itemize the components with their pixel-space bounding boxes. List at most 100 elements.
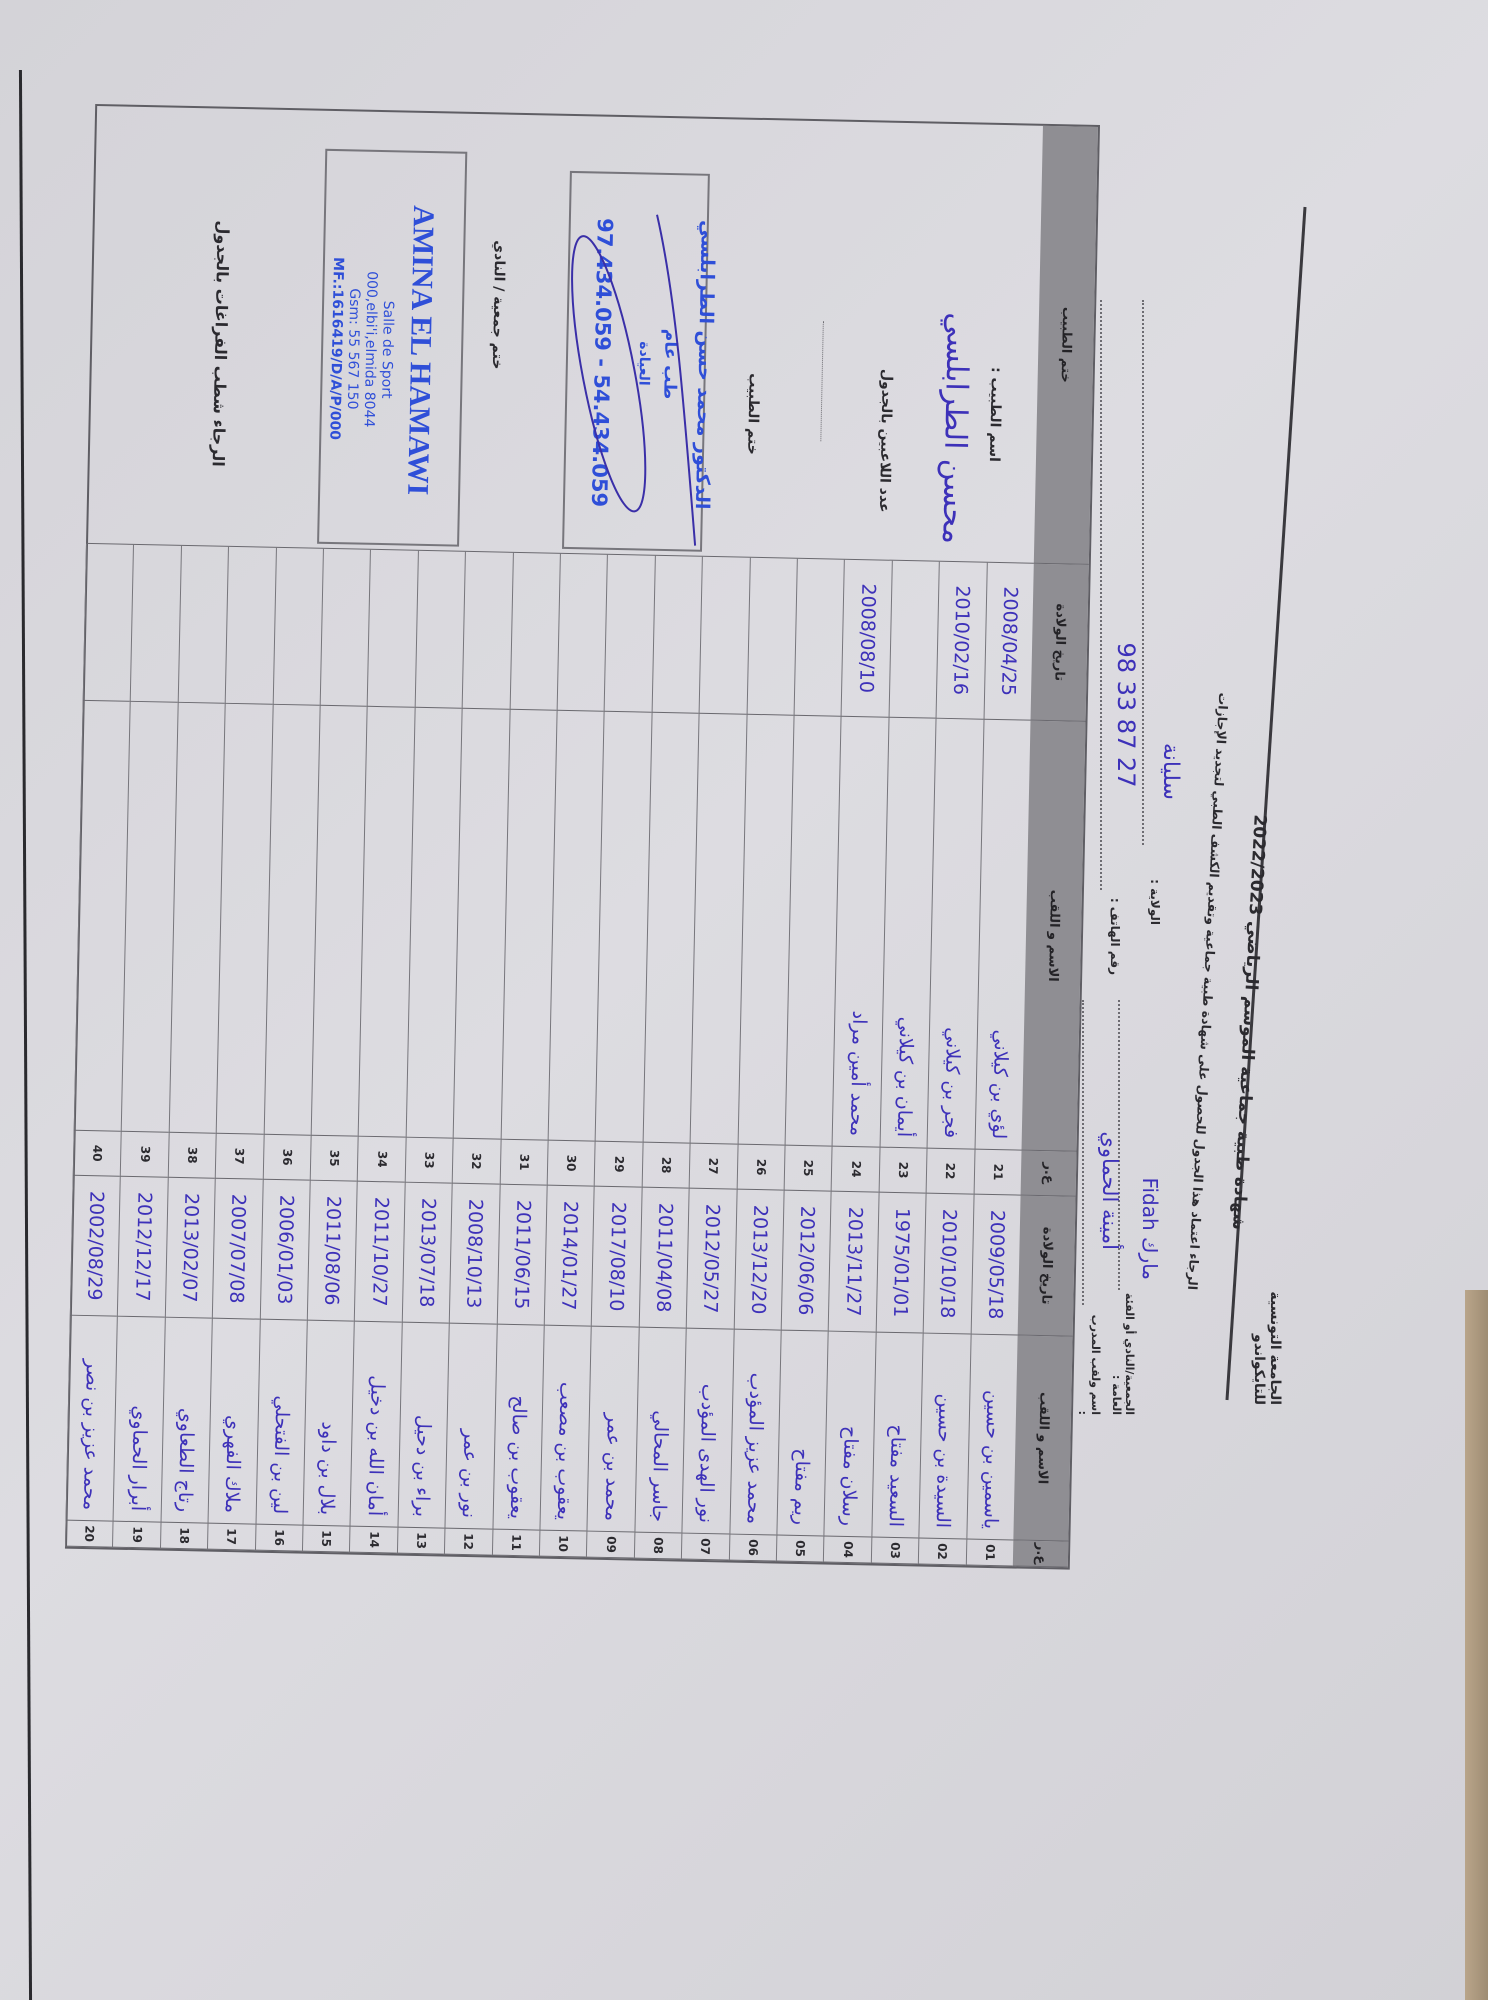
row-number: 34 — [357, 1136, 406, 1183]
birth-date-cell[interactable]: 2011/10/27 — [354, 1181, 405, 1323]
player-name-cell[interactable]: نور الهدى المؤدب — [681, 1328, 734, 1535]
birth-date-cell[interactable]: 2011/08/06 — [306, 1180, 358, 1322]
row-number: 03 — [870, 1537, 919, 1565]
birth-date-cell[interactable]: 2013/11/27 — [828, 1191, 879, 1333]
birth-date-cell[interactable]: 2017/08/10 — [591, 1186, 642, 1328]
player-name-cell[interactable] — [452, 708, 510, 1140]
player-name-cell[interactable]: محمد أمين مراد — [831, 716, 889, 1148]
birth-date-cell[interactable]: 2006/01/03 — [259, 1179, 310, 1321]
player-name-cell[interactable]: لين بن الفتحلي — [255, 1319, 307, 1526]
birth-date-cell[interactable]: 1975/01/01 — [875, 1192, 926, 1334]
birth-date-cell[interactable]: 2012/05/27 — [685, 1188, 737, 1330]
birth-date-cell[interactable]: 2011/06/15 — [496, 1184, 547, 1326]
birth-date-cell[interactable] — [461, 551, 513, 710]
player-name-cell[interactable]: السعيد مفتاح — [871, 1332, 923, 1539]
birth-date-cell[interactable] — [604, 554, 655, 713]
birth-date-cell[interactable] — [319, 548, 371, 707]
phone-field[interactable]: 98 33 87 27 — [1112, 600, 1140, 830]
birth-date-cell[interactable]: 2008/10/13 — [448, 1183, 500, 1325]
player-name-cell[interactable]: فجر بن كيلاني — [926, 718, 984, 1150]
player-name-cell[interactable] — [784, 715, 841, 1147]
player-name-cell[interactable]: يعقوب بن صالح — [492, 1324, 544, 1531]
player-name-cell[interactable]: ياسمين بن حسين — [965, 1334, 1018, 1541]
player-name-cell[interactable] — [168, 702, 225, 1134]
player-name-cell[interactable] — [263, 704, 320, 1136]
birth-date-cell[interactable]: 2002/08/29 — [69, 1175, 121, 1317]
coach-field[interactable]: أمينة الحماوي — [1098, 1131, 1122, 1250]
birth-date-cell[interactable] — [556, 553, 608, 712]
doctor-name-field[interactable]: محسن الطرابلسي — [935, 312, 976, 545]
player-name-cell[interactable]: جاسر المحالي — [634, 1327, 686, 1534]
birth-date-cell[interactable] — [698, 556, 750, 715]
birth-date-cell[interactable]: 2013/02/07 — [164, 1177, 215, 1319]
player-name-cell[interactable]: براء بن دحيل — [397, 1322, 449, 1529]
player-name-cell[interactable] — [500, 709, 557, 1141]
player-name-cell[interactable] — [547, 710, 605, 1142]
player-name-cell[interactable]: نور بن عمر — [444, 1323, 497, 1530]
player-name-cell[interactable] — [73, 700, 131, 1132]
birth-date-cell[interactable] — [130, 544, 181, 703]
header-rule — [1225, 206, 1307, 1401]
player-name-cell[interactable] — [215, 703, 273, 1135]
birth-date-cell[interactable] — [888, 560, 940, 719]
players-table: ختم الطبيب تاريخ الولادة الاسم و اللقب ع.ر ت… — [64, 103, 1100, 1570]
row-number: 22 — [925, 1148, 975, 1195]
header-name: الاسم و اللقب — [1013, 1335, 1073, 1542]
birth-date-cell[interactable]: 2008/04/25 — [983, 562, 1034, 721]
player-name-cell[interactable] — [595, 711, 652, 1143]
player-name-cell[interactable] — [689, 713, 747, 1145]
doctor-club-panel: اسم الطبيب : محسن الطرابلسي عدد اللاعبين… — [86, 105, 1043, 564]
doctor-signature — [571, 214, 697, 546]
player-name-cell[interactable]: أبرار الحماوي — [112, 1316, 165, 1523]
player-name-cell[interactable]: ريم مفتاح — [776, 1330, 829, 1537]
player-name-cell[interactable]: يعقوب بن مصعب — [539, 1325, 592, 1532]
player-name-cell[interactable] — [310, 705, 368, 1137]
birth-date-cell[interactable] — [367, 549, 418, 708]
player-name-cell[interactable] — [121, 701, 178, 1133]
birth-date-cell[interactable]: 2009/05/18 — [970, 1194, 1021, 1336]
birth-date-cell[interactable] — [224, 546, 276, 705]
player-name-cell[interactable]: محمد عزيز المؤدب — [729, 1329, 781, 1536]
birth-date-cell[interactable]: 2012/12/17 — [117, 1176, 168, 1318]
player-name-cell[interactable]: السيدة بن حسين — [918, 1333, 971, 1540]
birth-date-cell[interactable]: 2013/07/18 — [401, 1182, 452, 1324]
player-name-cell[interactable]: رتاج الطعاوي — [160, 1317, 213, 1524]
player-name-cell[interactable] — [642, 712, 699, 1144]
player-count-field[interactable] — [820, 321, 824, 442]
signature-stroke — [656, 214, 697, 546]
birth-date-cell[interactable]: 2010/02/16 — [935, 561, 987, 720]
player-name-cell[interactable] — [358, 706, 415, 1138]
player-name-cell[interactable]: محمد عزيز بن نصر — [65, 1315, 118, 1522]
birth-date-cell[interactable]: 2008/08/10 — [840, 559, 892, 718]
player-name-cell[interactable]: أمان الله بن دخيل — [349, 1321, 402, 1528]
birth-date-cell[interactable] — [272, 547, 323, 706]
row-number: 15 — [301, 1525, 350, 1553]
birth-date-cell[interactable] — [651, 555, 703, 714]
birth-date-cell[interactable] — [746, 557, 797, 716]
row-number: 18 — [159, 1522, 208, 1550]
birth-date-cell[interactable]: 2012/06/06 — [780, 1190, 832, 1332]
player-name-cell[interactable]: لؤي بن كيلاني — [974, 719, 1031, 1151]
birth-date-cell[interactable] — [414, 550, 466, 709]
player-name-cell[interactable]: بلال بن داود — [302, 1320, 355, 1527]
birth-date-cell[interactable]: 2010/10/18 — [922, 1193, 974, 1335]
coach-label: اسم ولقب المدرب : — [1076, 1314, 1102, 1415]
player-name-cell[interactable]: رسلان مفتاح — [823, 1331, 876, 1538]
birth-date-cell[interactable]: 2014/01/27 — [543, 1185, 595, 1327]
region-field[interactable]: سليانة — [1158, 743, 1183, 800]
player-name-cell[interactable]: أيمان بن كيلاني — [879, 717, 936, 1149]
player-name-cell[interactable]: محمد بن عمر — [586, 1326, 639, 1533]
birth-date-cell[interactable] — [177, 545, 229, 704]
doctor-stamp-label: ختم الطبيب — [744, 373, 762, 455]
player-name-cell[interactable]: ملاك الفهري — [207, 1318, 260, 1525]
player-name-cell[interactable] — [737, 714, 794, 1146]
player-name-cell[interactable] — [405, 707, 462, 1139]
birth-date-cell[interactable]: 2007/07/08 — [212, 1178, 263, 1320]
club-field[interactable]: مارك Fidah — [1138, 1177, 1162, 1280]
birth-date-cell[interactable] — [509, 552, 560, 711]
row-number: 21 — [973, 1149, 1022, 1196]
birth-date-cell[interactable]: 2013/12/20 — [733, 1189, 784, 1331]
birth-date-cell[interactable]: 2011/04/08 — [638, 1187, 689, 1329]
birth-date-cell[interactable] — [793, 558, 845, 717]
birth-date-cell[interactable] — [82, 543, 134, 702]
